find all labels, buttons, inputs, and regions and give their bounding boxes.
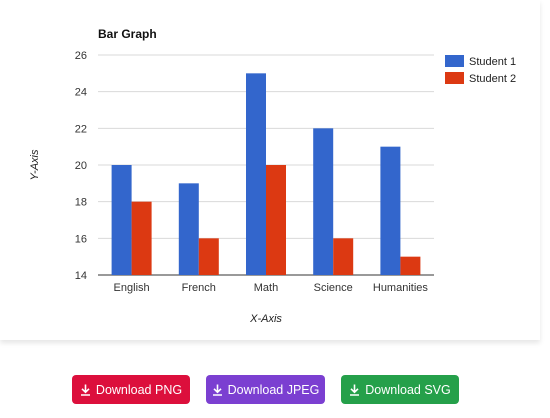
y-tick-label: 16 (75, 233, 87, 245)
y-tick-label: 20 (75, 160, 87, 172)
download-icon (80, 384, 91, 396)
legend-swatch (445, 55, 464, 67)
y-tick-label: 22 (75, 123, 87, 135)
bar-student-1-french (178, 183, 199, 275)
bar-student-1-science (313, 128, 334, 275)
y-axis-title: Y-Axis (29, 149, 41, 180)
bar-student-2-humanities (400, 256, 421, 275)
download-jpeg-button[interactable]: Download JPEG (206, 375, 325, 404)
bar-student-2-math (266, 165, 286, 275)
legend-label: Student 1 (469, 56, 516, 68)
legend-swatch (445, 72, 464, 84)
x-tick-label: English (114, 282, 150, 294)
download-buttons: Download PNG Download JPEG Download SVG (72, 375, 459, 404)
y-tick-label: 18 (75, 197, 87, 209)
bar-student-2-french (198, 238, 219, 275)
download-jpeg-label: Download JPEG (227, 382, 320, 397)
download-png-label: Download PNG (95, 382, 183, 397)
download-svg-button[interactable]: Download SVG (341, 375, 459, 404)
x-tick-labels: English French Math Science Humanities (114, 282, 429, 294)
bar-student-1-english (111, 165, 132, 275)
legend-label: Student 2 (469, 73, 516, 85)
download-icon (349, 384, 360, 396)
legend: Student 1 Student 2 (445, 55, 516, 85)
download-svg-label: Download SVG (365, 382, 451, 397)
bars (111, 73, 421, 275)
x-tick-label: Math (254, 282, 278, 294)
bar-student-1-math (246, 73, 266, 275)
x-tick-label: Science (314, 282, 353, 294)
y-tick-label: 14 (75, 270, 87, 282)
download-png-button[interactable]: Download PNG (72, 375, 190, 404)
x-axis-title: X-Axis (249, 313, 282, 325)
download-icon (212, 384, 223, 396)
bar-student-2-science (333, 238, 354, 275)
bar-student-2-english (131, 201, 152, 275)
bar-student-1-humanities (380, 146, 401, 275)
chart-title: Bar Graph (98, 27, 157, 41)
chart-card: Bar Graph 14 16 18 20 22 24 26 English French Ma… (29, 27, 517, 325)
x-tick-label: French (182, 282, 216, 294)
y-tick-label: 24 (75, 87, 87, 99)
y-tick-labels: 14 16 18 20 22 24 26 (75, 50, 87, 282)
x-tick-label: Humanities (373, 282, 429, 294)
y-tick-label: 26 (75, 50, 87, 62)
bar-chart: Bar Graph 14 16 18 20 22 24 26 English French Ma… (29, 27, 516, 325)
